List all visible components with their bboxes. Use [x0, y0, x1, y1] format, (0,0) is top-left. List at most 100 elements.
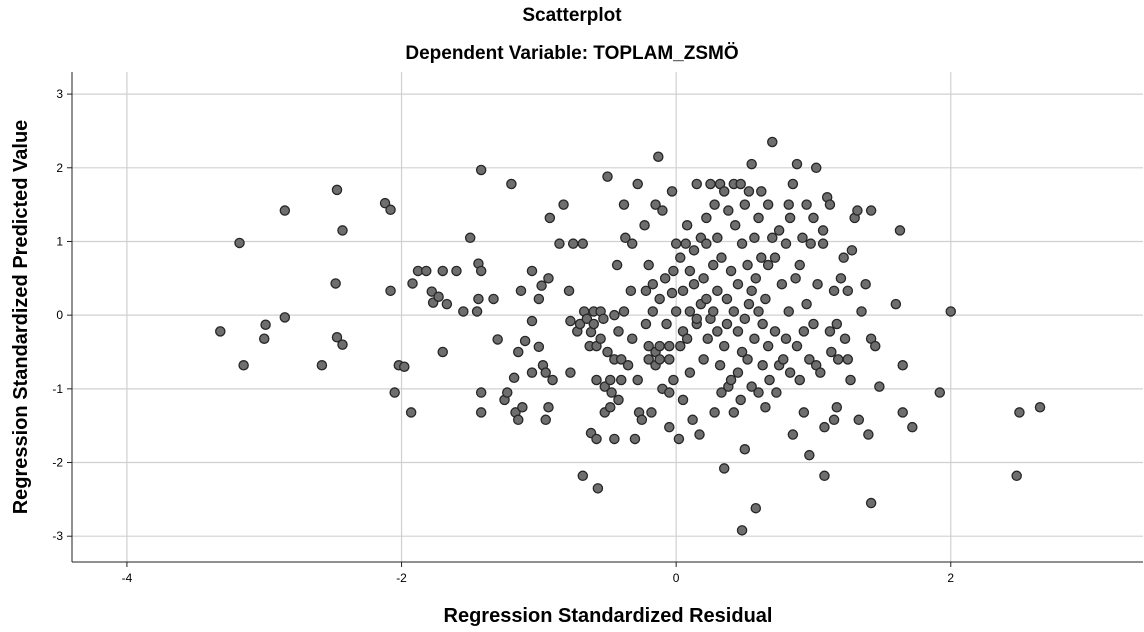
- data-point: [650, 199, 661, 210]
- data-point: [815, 367, 826, 378]
- data-point: [632, 178, 643, 190]
- data-point: [604, 402, 616, 413]
- data-point: [426, 286, 437, 297]
- data-point: [709, 199, 720, 210]
- data-point: [680, 238, 692, 249]
- data-point: [659, 273, 671, 284]
- data-point: [421, 265, 432, 277]
- data-point: [506, 178, 517, 190]
- data-point: [824, 326, 836, 337]
- data-point: [702, 333, 713, 344]
- data-point: [762, 199, 774, 210]
- data-point: [540, 367, 551, 378]
- data-point: [776, 278, 788, 290]
- data-point: [791, 158, 803, 170]
- data-point: [515, 285, 527, 297]
- data-point: [709, 407, 720, 418]
- y-tick-label: 0: [56, 308, 63, 322]
- data-point: [385, 204, 396, 216]
- data-point: [746, 285, 757, 297]
- data-point: [613, 394, 624, 406]
- data-point: [865, 497, 877, 509]
- data-point: [698, 273, 709, 284]
- x-tick-label: 2: [947, 571, 954, 585]
- x-tick-label: -4: [122, 571, 133, 585]
- data-point: [767, 136, 778, 148]
- data-point: [574, 318, 586, 330]
- data-point: [279, 312, 291, 323]
- data-point: [712, 285, 723, 297]
- data-point: [475, 387, 487, 398]
- data-point: [839, 333, 851, 344]
- data-point: [437, 265, 448, 277]
- data-point: [688, 245, 700, 256]
- data-point: [632, 374, 643, 386]
- data-point: [698, 354, 709, 365]
- data-point: [750, 273, 762, 284]
- data-point: [536, 280, 547, 291]
- data-point: [581, 313, 593, 325]
- x-tick-label: -2: [396, 571, 407, 585]
- data-point: [783, 306, 794, 317]
- data-point: [540, 414, 551, 426]
- data-point: [647, 306, 659, 317]
- data-point: [675, 340, 686, 352]
- x-axis-ticks: -4 -2 0 2: [122, 562, 954, 585]
- data-point: [810, 162, 822, 174]
- data-point: [399, 361, 410, 372]
- data-point: [640, 285, 652, 297]
- data-point: [654, 340, 665, 352]
- data-point: [475, 407, 487, 418]
- data-point: [602, 171, 613, 182]
- data-point: [592, 483, 604, 494]
- data-point: [804, 354, 815, 365]
- data-point: [577, 238, 589, 249]
- data-point: [694, 429, 705, 440]
- data-point: [492, 334, 503, 345]
- data-point: [331, 332, 343, 343]
- data-point: [732, 367, 744, 378]
- data-point: [666, 287, 678, 299]
- data-point: [473, 293, 484, 305]
- data-point: [611, 259, 623, 271]
- data-point: [897, 360, 908, 371]
- data-point: [620, 232, 631, 244]
- data-point: [475, 164, 487, 176]
- data-point: [626, 238, 638, 249]
- data-point: [664, 387, 675, 398]
- data-point: [801, 298, 812, 310]
- data-point: [746, 158, 757, 170]
- data-point: [647, 278, 659, 290]
- data-point: [773, 225, 785, 236]
- data-point: [389, 387, 400, 398]
- data-point: [874, 381, 885, 392]
- data-point: [464, 232, 476, 244]
- data-point: [639, 220, 650, 231]
- data-points: [215, 136, 1046, 536]
- data-point: [595, 333, 606, 344]
- data-point: [846, 245, 858, 256]
- data-point: [385, 285, 396, 297]
- data-point: [657, 205, 668, 216]
- data-point: [743, 186, 755, 197]
- data-point: [716, 252, 727, 263]
- data-point: [591, 374, 602, 386]
- data-point: [668, 265, 679, 277]
- data-point: [762, 340, 774, 352]
- data-point: [654, 354, 665, 365]
- data-point: [835, 273, 847, 284]
- x-tick-label: 0: [673, 571, 680, 585]
- data-point: [451, 265, 462, 277]
- data-point: [588, 318, 600, 330]
- data-point: [860, 278, 871, 290]
- data-point: [563, 285, 575, 297]
- data-point: [723, 205, 734, 216]
- data-point: [606, 387, 617, 398]
- data-point: [598, 313, 609, 325]
- data-point: [526, 265, 538, 277]
- data-point: [533, 293, 545, 305]
- data-point: [471, 306, 483, 317]
- data-point: [797, 232, 808, 244]
- data-point: [842, 354, 854, 365]
- data-point: [258, 333, 270, 344]
